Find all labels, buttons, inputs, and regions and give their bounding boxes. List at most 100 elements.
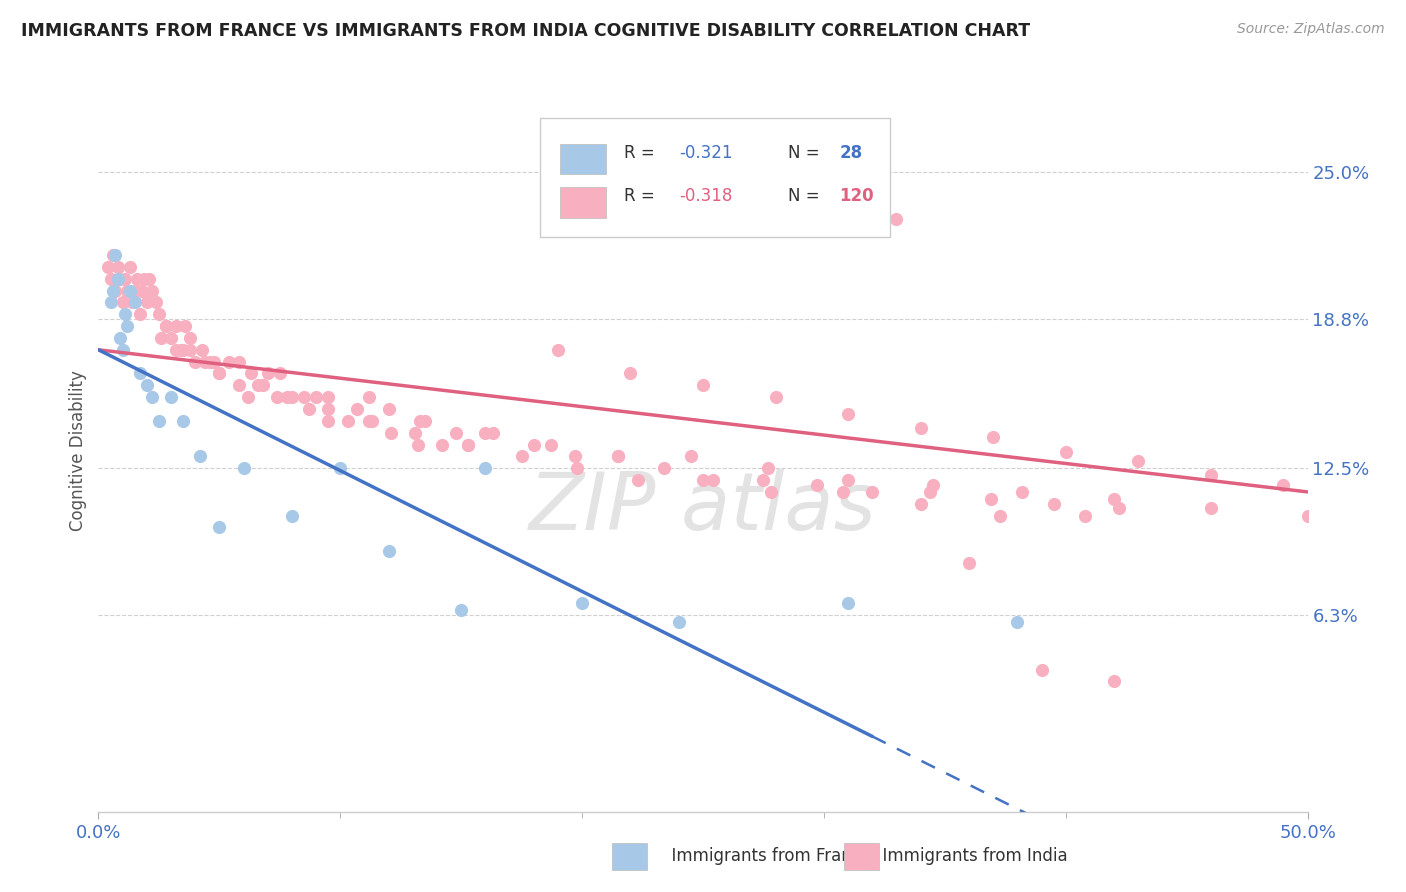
Point — [430, 437, 453, 451]
Point — [160, 331, 183, 345]
Point — [145, 295, 167, 310]
Point — [1108, 501, 1130, 516]
Point — [832, 484, 855, 499]
Text: -0.318: -0.318 — [679, 187, 733, 205]
Point — [409, 414, 432, 428]
Point — [457, 437, 479, 451]
Point — [523, 437, 546, 451]
Point — [359, 390, 381, 404]
Point — [150, 331, 173, 345]
Point — [692, 473, 714, 487]
Point — [141, 284, 163, 298]
Text: 28: 28 — [839, 145, 863, 162]
Point — [1199, 468, 1222, 483]
Text: ZIP atlas: ZIP atlas — [529, 469, 877, 548]
Point — [679, 450, 702, 464]
Point — [607, 450, 630, 464]
Point — [114, 307, 136, 321]
Point — [256, 367, 278, 381]
Point — [886, 212, 908, 227]
Point — [564, 450, 586, 464]
Point — [198, 354, 221, 368]
Text: Source: ZipAtlas.com: Source: ZipAtlas.com — [1237, 22, 1385, 37]
Point — [165, 319, 187, 334]
Point — [108, 331, 131, 345]
Point — [118, 284, 141, 298]
Point — [860, 484, 883, 499]
Point — [668, 615, 690, 630]
Point — [1272, 478, 1295, 492]
Point — [619, 367, 641, 381]
Point — [298, 402, 321, 417]
Point — [329, 461, 352, 475]
Point — [269, 367, 291, 381]
Point — [141, 390, 163, 404]
Point — [652, 461, 675, 475]
Point — [377, 544, 399, 558]
Point — [404, 425, 426, 440]
Text: IMMIGRANTS FROM FRANCE VS IMMIGRANTS FROM INDIA COGNITIVE DISABILITY CORRELATION: IMMIGRANTS FROM FRANCE VS IMMIGRANTS FRO… — [21, 22, 1031, 40]
Point — [474, 461, 496, 475]
Point — [134, 271, 156, 285]
Point — [413, 414, 436, 428]
Point — [510, 450, 533, 464]
Point — [247, 378, 270, 392]
Point — [981, 430, 1004, 444]
Text: -0.321: -0.321 — [679, 145, 733, 162]
Point — [169, 343, 191, 357]
Point — [191, 343, 214, 357]
Point — [1007, 615, 1029, 630]
Point — [359, 414, 381, 428]
Point — [1296, 508, 1319, 523]
Point — [121, 295, 143, 310]
Point — [765, 390, 787, 404]
Point — [104, 284, 127, 298]
Point — [155, 319, 177, 334]
Point — [607, 450, 630, 464]
Point — [135, 295, 157, 310]
Point — [1054, 444, 1077, 458]
Text: Immigrants from India: Immigrants from India — [872, 847, 1067, 865]
Point — [111, 295, 134, 310]
Point — [457, 437, 479, 451]
Point — [360, 414, 382, 428]
Text: Immigrants from France: Immigrants from France — [661, 847, 870, 865]
Point — [837, 473, 859, 487]
Point — [208, 520, 231, 534]
Point — [276, 390, 298, 404]
Text: 120: 120 — [839, 187, 875, 205]
Point — [172, 414, 194, 428]
FancyBboxPatch shape — [561, 187, 606, 218]
Point — [281, 390, 304, 404]
Point — [117, 319, 139, 334]
Point — [910, 497, 932, 511]
Point — [228, 378, 250, 392]
Point — [117, 284, 139, 298]
Point — [346, 402, 368, 417]
Point — [474, 425, 496, 440]
Point — [114, 271, 136, 285]
Point — [184, 354, 207, 368]
Point — [547, 343, 569, 357]
Text: R =: R = — [624, 187, 661, 205]
Point — [238, 390, 260, 404]
Point — [194, 354, 217, 368]
Point — [188, 450, 211, 464]
Point — [910, 421, 932, 435]
Point — [1199, 501, 1222, 516]
Point — [837, 596, 859, 610]
Point — [160, 390, 183, 404]
Point — [1074, 508, 1097, 523]
Point — [446, 425, 468, 440]
Point — [252, 378, 274, 392]
Point — [179, 343, 201, 357]
Point — [107, 271, 129, 285]
Point — [101, 248, 124, 262]
Point — [124, 284, 146, 298]
Point — [1102, 491, 1125, 506]
Point — [921, 478, 943, 492]
Point — [752, 473, 775, 487]
Text: N =: N = — [787, 187, 824, 205]
Point — [148, 414, 170, 428]
Point — [292, 390, 315, 404]
